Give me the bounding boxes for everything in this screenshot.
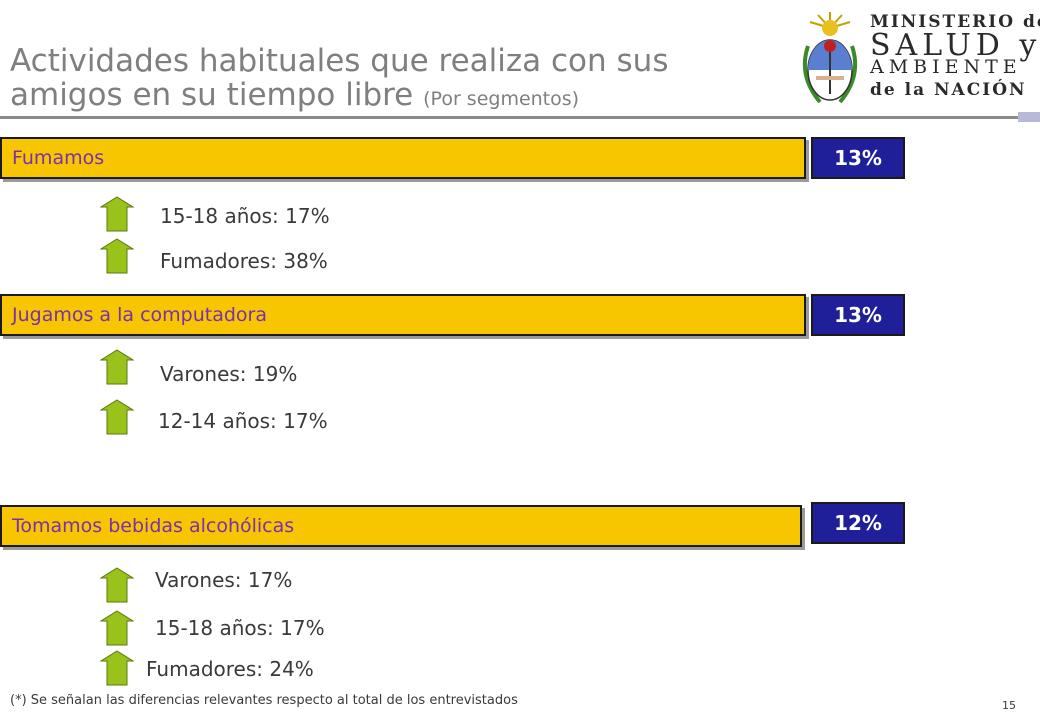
logo-line2: SALUD y	[870, 28, 1040, 63]
up-arrow-icon	[100, 650, 134, 686]
title-main: Actividades habituales que realiza con s…	[10, 44, 669, 112]
up-arrow-icon	[100, 196, 134, 232]
activity-total-computadora: 13%	[811, 294, 905, 336]
title-rule-end	[1018, 112, 1040, 122]
segment-text: 12-14 años: 17%	[158, 409, 328, 433]
up-arrow-icon	[100, 399, 134, 435]
up-arrow-icon	[100, 610, 134, 646]
activity-bar-computadora: Jugamos a la computadora	[0, 294, 806, 336]
segment-text: Varones: 19%	[160, 362, 298, 386]
logo-line1: MINISTERIO de	[870, 12, 1040, 32]
segment-text: 15-18 años: 17%	[155, 616, 325, 640]
up-arrow-icon	[100, 567, 134, 603]
up-arrow-icon	[100, 238, 134, 274]
footnote: (*) Se señalan las diferencias relevante…	[10, 693, 518, 708]
up-arrow-icon	[100, 349, 134, 385]
title-sub: (Por segmentos)	[423, 88, 580, 110]
title-rule	[0, 116, 1040, 119]
activity-bar-fumamos: Fumamos	[0, 137, 806, 179]
segment-text: Varones: 17%	[155, 568, 293, 592]
activity-total-alcohol: 12%	[811, 502, 905, 544]
page-title: Actividades habituales que realiza con s…	[10, 44, 770, 112]
logo-line4: de la NACIÓN	[870, 80, 1027, 100]
segment-text: Fumadores: 38%	[160, 249, 328, 273]
page-number: 15	[1002, 699, 1016, 712]
segment-text: 15-18 años: 17%	[160, 204, 330, 228]
activity-bar-alcohol: Tomamos bebidas alcohólicas	[0, 505, 802, 547]
coat-of-arms-icon	[803, 12, 857, 104]
activity-total-fumamos: 13%	[811, 137, 905, 179]
segment-text: Fumadores: 24%	[146, 657, 314, 681]
logo-line3: AMBIENTE	[870, 56, 1022, 78]
